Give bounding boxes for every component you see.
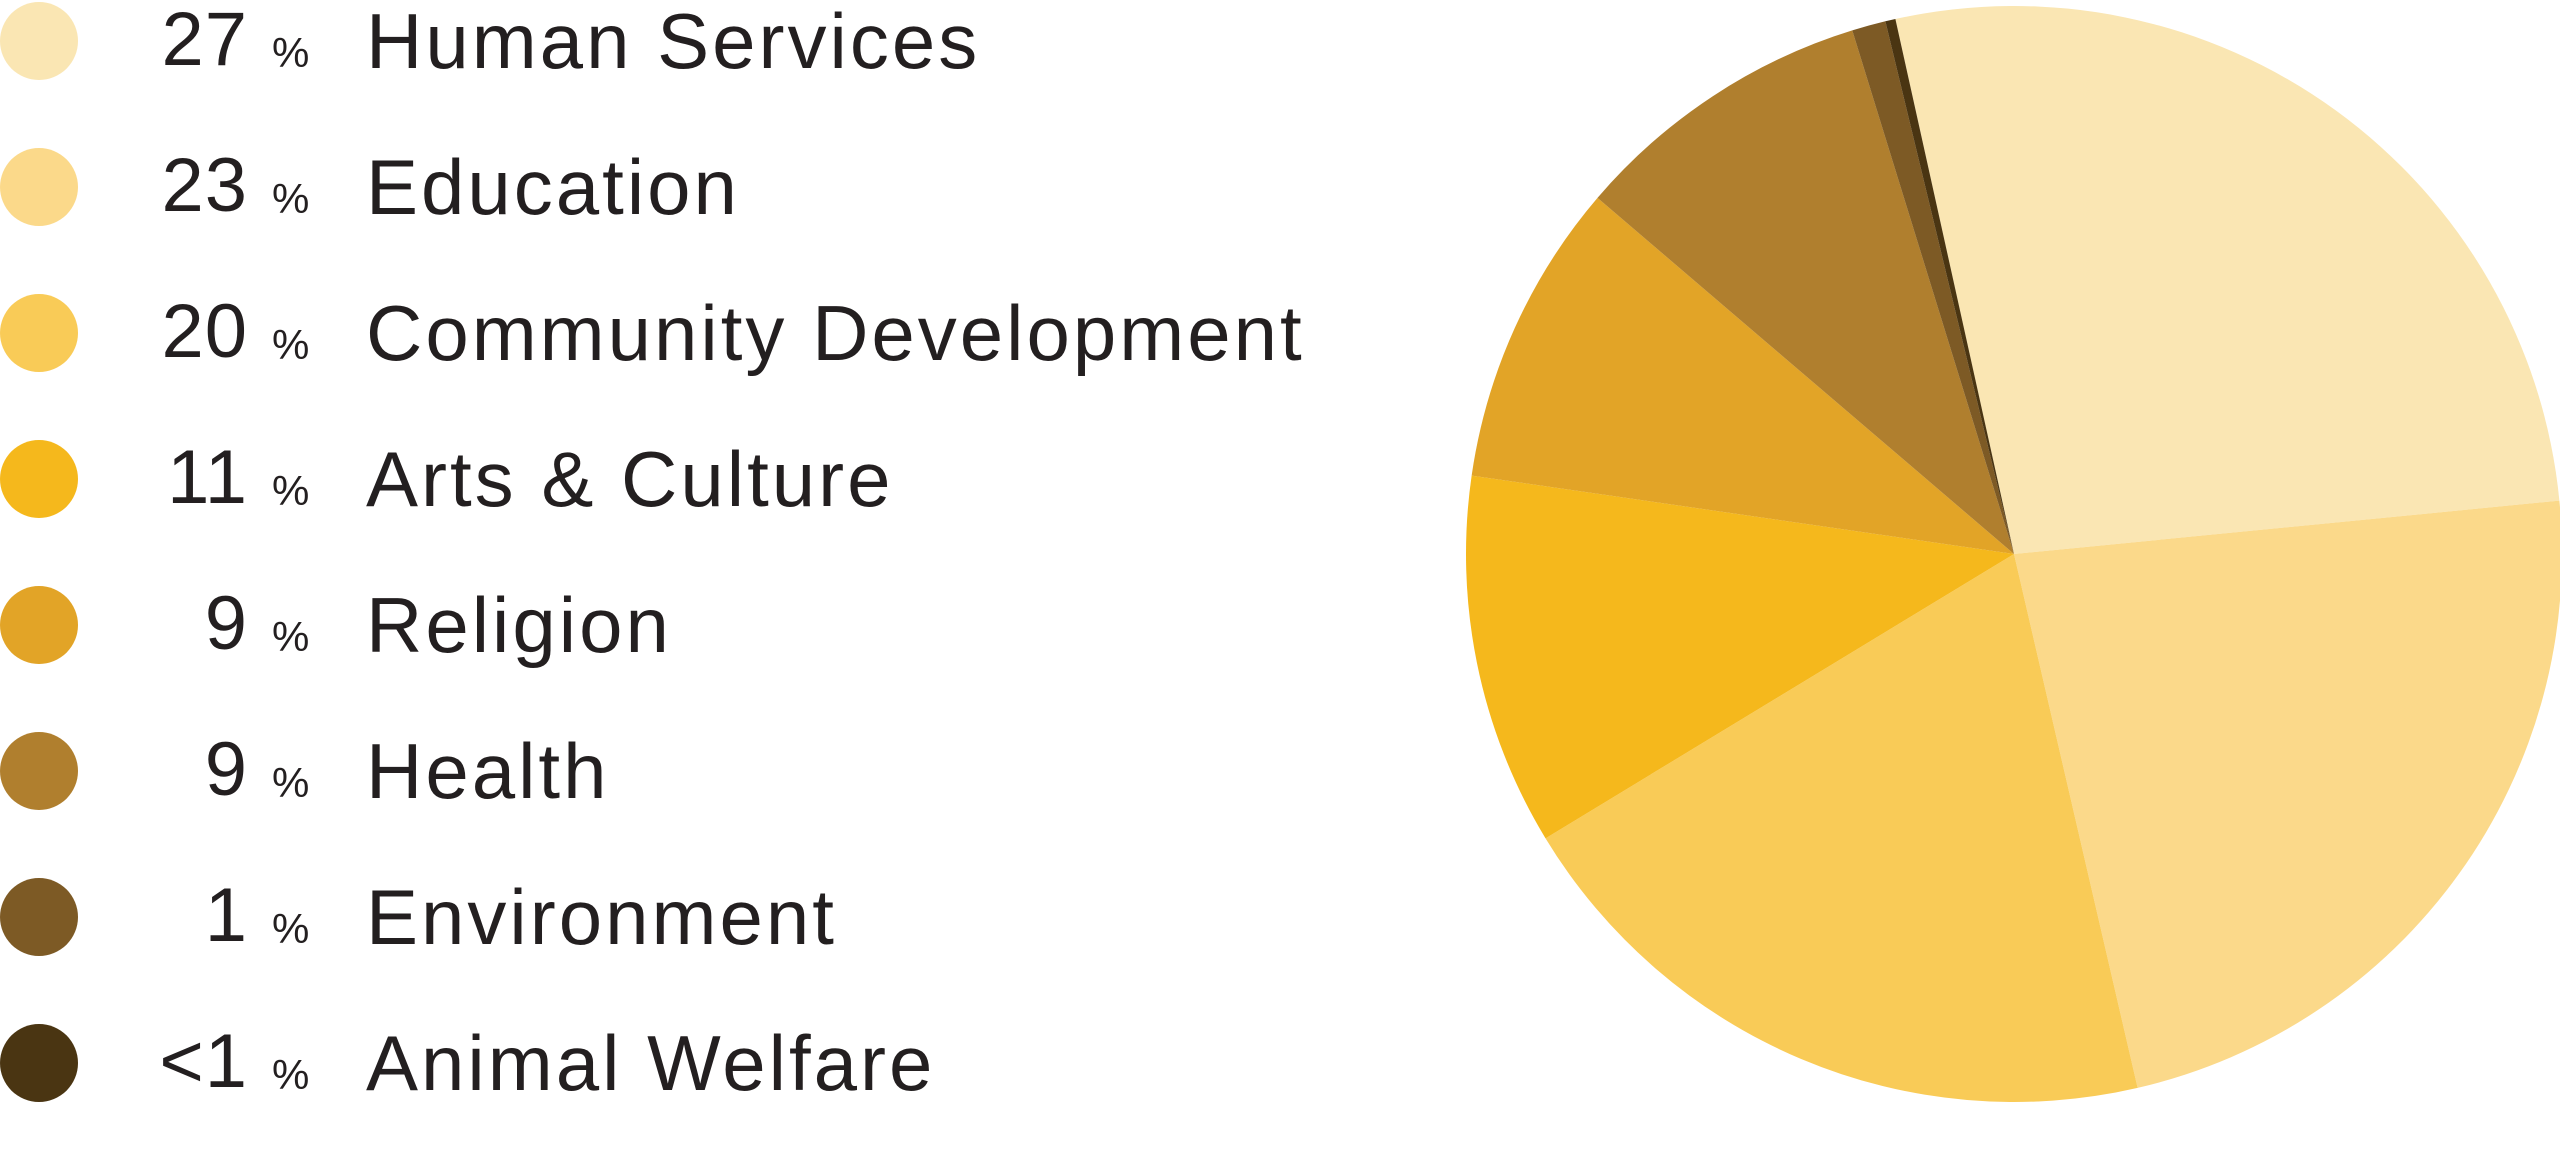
legend-label: Health — [366, 727, 610, 815]
legend-label: Arts & Culture — [366, 435, 894, 523]
legend-color-swatch — [0, 440, 78, 518]
pie-slice — [2014, 500, 2560, 1088]
legend-item: 27% Human Services — [0, 0, 1420, 146]
legend-label: Education — [366, 143, 740, 231]
pie-legend: 27% Human Services 23% Education 20% Communit… — [0, 0, 1420, 1102]
legend-value: 11 — [167, 435, 248, 520]
legend-label: Community Development — [366, 289, 1305, 377]
legend-color-swatch — [0, 294, 78, 372]
legend-item: 9% Religion — [0, 584, 1420, 730]
legend-percent-symbol: % — [272, 29, 310, 76]
legend-percent-symbol: % — [272, 759, 310, 806]
pie-slice — [1885, 18, 2014, 555]
legend-item: 1% Environment — [0, 876, 1420, 1022]
legend-color-swatch — [0, 586, 78, 664]
legend-item: 20% Community Development — [0, 292, 1420, 438]
legend-value: 20 — [161, 289, 248, 374]
pie-slice — [1597, 30, 2014, 555]
legend-percent-symbol: % — [272, 1051, 310, 1098]
legend-value: 23 — [161, 143, 248, 228]
legend-label: Human Services — [366, 0, 981, 85]
pie-slice — [1471, 197, 2014, 554]
legend-item: <1% Animal Welfare — [0, 1022, 1420, 1168]
legend-percent-symbol: % — [272, 905, 310, 952]
legend-color-swatch — [0, 2, 78, 80]
legend-item: 11% Arts & Culture — [0, 438, 1420, 584]
legend-value: 9 — [204, 727, 248, 812]
legend-color-swatch — [0, 732, 78, 810]
pie-slice — [1895, 6, 2560, 555]
legend-label: Environment — [366, 873, 837, 961]
legend-item: 23% Education — [0, 146, 1420, 292]
legend-value: <1 — [159, 1019, 248, 1104]
legend-label: Religion — [366, 581, 672, 669]
legend-item: 9% Health — [0, 730, 1420, 876]
legend-percent-symbol: % — [272, 175, 310, 222]
pie-slice — [1466, 475, 2014, 839]
pie-slice — [1545, 554, 2138, 1102]
legend-label: Animal Welfare — [366, 1019, 936, 1107]
legend-value: 9 — [204, 581, 248, 666]
legend-color-swatch — [0, 148, 78, 226]
legend-percent-symbol: % — [272, 467, 310, 514]
legend-color-swatch — [0, 878, 78, 956]
legend-value: 27 — [161, 0, 248, 82]
pie-chart — [1466, 6, 2560, 1102]
legend-value: 1 — [204, 873, 248, 958]
legend-color-swatch — [0, 1024, 78, 1102]
legend-percent-symbol: % — [272, 321, 310, 368]
pie-slice — [1852, 21, 2014, 555]
legend-percent-symbol: % — [272, 613, 310, 660]
